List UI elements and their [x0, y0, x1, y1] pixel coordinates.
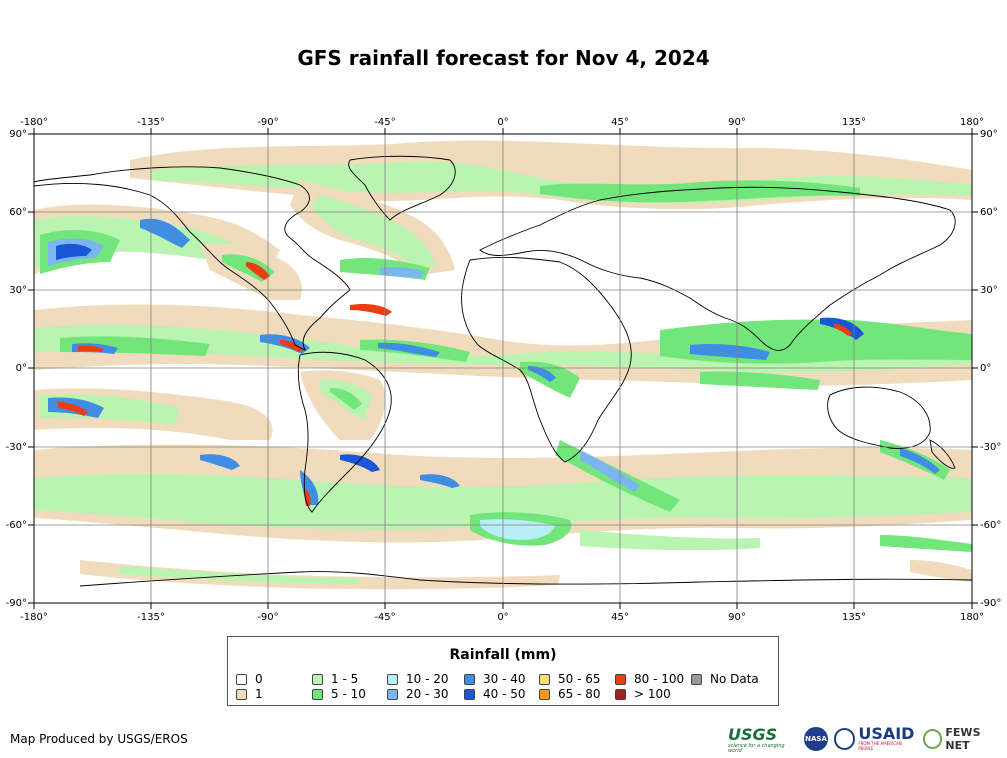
legend: Rainfall (mm) 0 1 1 - 5 5 - 10 10 - 20 2… — [227, 636, 779, 706]
usaid-tagline: FROM THE AMERICAN PEOPLE — [858, 741, 902, 751]
legend-item: 0 — [236, 672, 263, 686]
legend-item: 30 - 40 — [464, 672, 526, 686]
lon-label-bottom: -180° — [20, 612, 48, 623]
legend-item: 10 - 20 — [387, 672, 449, 686]
legend-swatch — [236, 688, 247, 700]
lat-label-left: 90° — [9, 129, 27, 140]
lat-label-left: 60° — [9, 207, 27, 218]
legend-label: 20 - 30 — [406, 687, 449, 701]
lat-label-left: 0° — [16, 363, 27, 374]
lon-label-bottom: 45° — [611, 612, 629, 623]
legend-label: > 100 — [634, 687, 671, 701]
legend-label: No Data — [710, 672, 759, 686]
lon-label-bottom: 135° — [842, 612, 866, 623]
legend-swatch — [539, 673, 550, 685]
legend-item: 20 - 30 — [387, 687, 449, 701]
legend-item: 1 - 5 — [312, 672, 358, 686]
fews-wordmark: FEWS NET — [945, 726, 981, 752]
lon-label-bottom: 180° — [960, 612, 984, 623]
lon-label-bottom: -45° — [374, 612, 395, 623]
lat-label-right: -30° — [980, 442, 1001, 453]
graticule — [34, 134, 972, 603]
lat-label-right: 30° — [980, 285, 998, 296]
coastlines — [34, 155, 972, 587]
usgs-tagline: science for a changing world — [728, 742, 785, 754]
lat-label-right: -60° — [980, 520, 1001, 531]
usaid-logo: USAID FROM THE AMERICAN PEOPLE — [833, 724, 917, 751]
lon-label-top: 180° — [960, 117, 984, 128]
legend-label: 80 - 100 — [634, 672, 685, 686]
lat-label-left: -60° — [6, 520, 27, 531]
legend-swatch — [387, 673, 398, 685]
lon-label-top: 135° — [842, 117, 866, 128]
lat-label-right: 0° — [980, 363, 991, 374]
legend-label: 10 - 20 — [406, 672, 449, 686]
lat-label-right: 60° — [980, 207, 998, 218]
usaid-wordmark: USAID — [858, 724, 915, 743]
legend-swatch — [691, 673, 702, 685]
legend-item: 1 — [236, 687, 263, 701]
lat-label-right: 90° — [980, 129, 998, 140]
legend-swatch — [615, 673, 626, 685]
legend-swatch — [236, 673, 247, 685]
lon-label-top: -90° — [257, 117, 278, 128]
lon-label-top: -180° — [20, 117, 48, 128]
legend-item: 80 - 100 — [615, 672, 684, 686]
lon-label-top: 0° — [497, 117, 508, 128]
legend-label: 40 - 50 — [483, 687, 526, 701]
legend-swatch — [539, 688, 550, 700]
legend-item: 5 - 10 — [312, 687, 366, 701]
nasa-logo: NASA — [804, 727, 828, 751]
usgs-wordmark: USGS — [728, 724, 778, 744]
lon-label-top: -45° — [374, 117, 395, 128]
legend-label: 50 - 65 — [558, 672, 601, 686]
legend-swatch — [615, 688, 626, 700]
partner-logos: USGS science for a changing world NASA U… — [728, 724, 1007, 754]
legend-label: 1 — [255, 687, 263, 701]
legend-label: 30 - 40 — [483, 672, 526, 686]
fews-globe-icon — [922, 729, 943, 749]
lon-label-top: 90° — [728, 117, 746, 128]
lat-label-right: -90° — [980, 598, 1001, 609]
lat-label-left: 30° — [9, 285, 27, 296]
lon-label-top: 45° — [611, 117, 629, 128]
usgs-logo: USGS science for a changing world — [728, 725, 798, 754]
legend-swatch — [464, 688, 475, 700]
lon-label-top: -135° — [137, 117, 165, 128]
legend-item: 65 - 80 — [539, 687, 601, 701]
legend-label: 65 - 80 — [558, 687, 601, 701]
legend-label: 0 — [255, 672, 263, 686]
legend-label: 5 - 10 — [331, 687, 366, 701]
legend-item: 40 - 50 — [464, 687, 526, 701]
legend-item: 50 - 65 — [539, 672, 601, 686]
legend-title: Rainfall (mm) — [449, 647, 557, 663]
lon-label-bottom: -90° — [257, 612, 278, 623]
legend-item: > 100 — [615, 687, 671, 701]
legend-item: No Data — [691, 672, 759, 686]
lat-label-left: -30° — [6, 442, 27, 453]
fews-net-logo: FEWS NET — [922, 726, 1007, 752]
legend-label: 1 - 5 — [331, 672, 359, 686]
legend-swatch — [464, 673, 475, 685]
legend-swatch — [312, 688, 323, 700]
usaid-seal-icon — [833, 728, 856, 750]
map-title: GFS rainfall forecast for Nov 4, 2024 — [297, 46, 710, 70]
legend-swatch — [387, 688, 398, 700]
lon-label-bottom: 0° — [497, 612, 508, 623]
credit-text: Map Produced by USGS/EROS — [10, 732, 188, 746]
rainfall-map: -180° -135° -90° -45° 0° 45° 90° 135° 18… — [6, 117, 1002, 623]
legend-swatch — [312, 673, 323, 685]
lat-label-left: -90° — [6, 598, 27, 609]
lon-label-bottom: -135° — [137, 612, 165, 623]
lon-label-bottom: 90° — [728, 612, 746, 623]
